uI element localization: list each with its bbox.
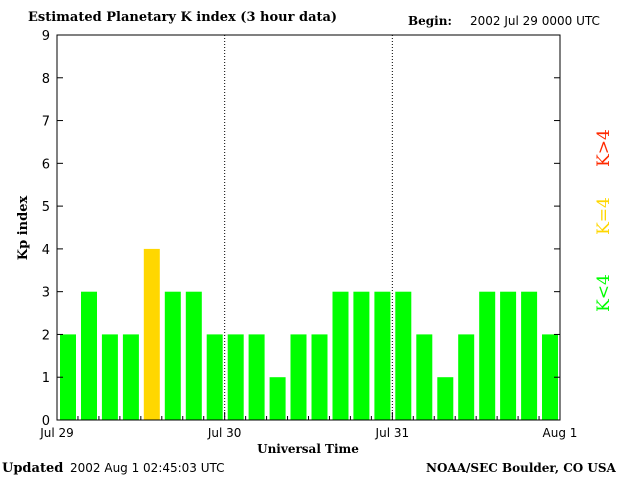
kp-bar: [437, 377, 454, 420]
kp-bar: [248, 334, 265, 420]
kp-bar: [185, 291, 202, 420]
kp-bar: [206, 334, 223, 420]
kp-bar: [101, 334, 118, 420]
kp-bar: [164, 291, 181, 420]
kp-bar: [521, 291, 538, 420]
kp-bar: [122, 334, 139, 420]
kp-bar: [353, 291, 370, 420]
x-tick-label: Aug 1: [543, 426, 578, 440]
y-tick-label: 5: [42, 200, 50, 215]
legend-item: K=4: [594, 197, 614, 235]
bars-group: [60, 248, 558, 420]
y-axis-ticks: 0 1 2 3 4 5 6 7 8 9: [42, 29, 560, 429]
source-credit: NOAA/SEC Boulder, CO USA: [426, 461, 616, 475]
x-tick-label: Jul 29: [39, 426, 74, 440]
y-tick-label: 6: [42, 157, 50, 172]
kp-bar: [60, 334, 76, 420]
x-axis-label: Universal Time: [257, 442, 359, 456]
begin-label: Begin:: [408, 14, 452, 28]
kp-bar: [143, 248, 160, 420]
y-tick-label: 0: [42, 414, 50, 429]
kp-bar: [542, 334, 558, 420]
x-axis-ticks: Jul 29 Jul 30 Jul 31 Aug 1: [39, 412, 577, 440]
chart-title: Estimated Planetary K index (3 hour data…: [28, 10, 338, 25]
legend: K>4 K=4 K<4: [594, 129, 614, 312]
day-separators: [224, 35, 393, 420]
kp-bar: [290, 334, 307, 420]
y-tick-label: 9: [42, 29, 50, 44]
y-tick-label: 4: [42, 243, 50, 258]
begin-value: 2002 Jul 29 0000 UTC: [470, 14, 600, 28]
kp-bar: [374, 291, 391, 420]
y-tick-label: 8: [42, 72, 50, 87]
legend-item: K>4: [594, 129, 614, 167]
kp-bar: [81, 291, 97, 420]
kp-bar: [500, 291, 517, 420]
y-tick-label: 7: [42, 115, 50, 130]
kp-bar: [311, 334, 328, 420]
kp-bar: [458, 334, 475, 420]
kp-bar: [416, 334, 433, 420]
kp-bar: [479, 291, 496, 420]
y-tick-label: 1: [42, 371, 50, 386]
y-tick-label: 2: [42, 328, 50, 343]
x-tick-label: Jul 31: [375, 426, 410, 440]
kp-bar: [332, 291, 349, 420]
kp-bar: [395, 291, 412, 420]
kp-bar: [227, 334, 244, 420]
legend-item: K<4: [594, 274, 614, 312]
y-tick-label: 3: [42, 286, 50, 301]
x-tick-label: Jul 30: [207, 426, 242, 440]
kp-bar: [269, 377, 286, 420]
updated-label: Updated: [2, 461, 64, 476]
updated-value: 2002 Aug 1 02:45:03 UTC: [70, 461, 225, 475]
y-axis-label: Kp index: [16, 196, 31, 261]
